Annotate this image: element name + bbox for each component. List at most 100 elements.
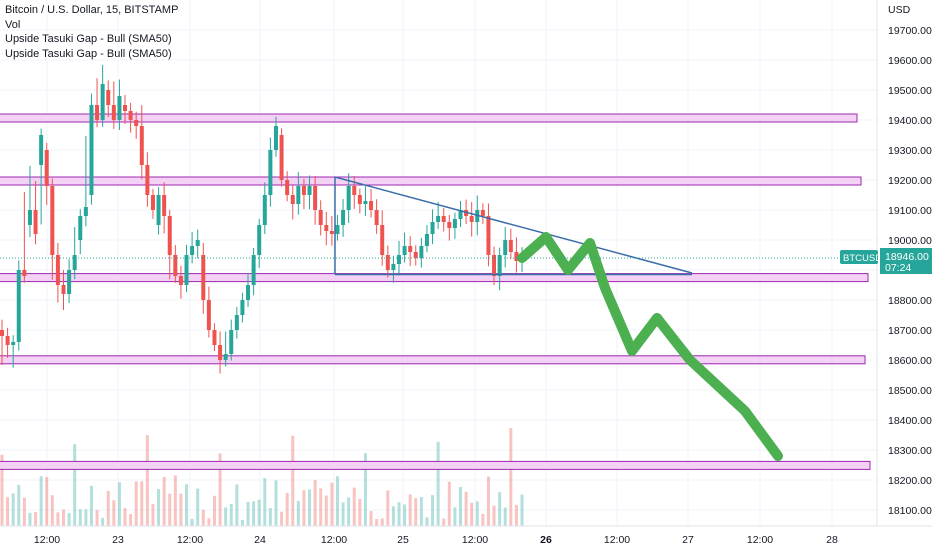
volume-bar bbox=[347, 497, 351, 526]
time-tick: 23 bbox=[112, 534, 124, 546]
support-resistance-zones[interactable] bbox=[0, 113, 871, 470]
legend-indicator-tasuki-1[interactable]: Upside Tasuki Gap - Bull (SMA50) bbox=[5, 33, 172, 45]
volume-bar bbox=[224, 507, 228, 526]
last-price-box bbox=[880, 248, 932, 274]
volume-bar bbox=[419, 497, 423, 526]
zone-rect[interactable] bbox=[0, 460, 871, 470]
volume-bar bbox=[302, 490, 306, 526]
candle-body bbox=[396, 255, 401, 264]
candle-body bbox=[251, 255, 256, 285]
candle-body bbox=[341, 210, 346, 225]
volume-bar bbox=[134, 481, 138, 526]
price-tick: 18200.00 bbox=[888, 475, 932, 487]
zone-rect[interactable] bbox=[0, 113, 858, 123]
candle-body bbox=[436, 216, 441, 222]
candle-body bbox=[424, 234, 429, 246]
descending-triangle[interactable] bbox=[334, 176, 693, 276]
volume-bar bbox=[129, 514, 133, 526]
candle-body bbox=[447, 222, 452, 228]
volume-bar bbox=[84, 509, 88, 526]
volume-bar bbox=[179, 493, 183, 526]
volume-bar bbox=[45, 476, 49, 526]
candle-body bbox=[508, 240, 513, 252]
price-tick: 19000.00 bbox=[888, 235, 932, 247]
candle-body bbox=[167, 216, 172, 255]
candle-body bbox=[27, 210, 32, 225]
volume-bar bbox=[503, 507, 507, 526]
zone-rect[interactable] bbox=[0, 273, 869, 283]
volume-bar bbox=[447, 481, 451, 526]
volume-bar bbox=[369, 510, 373, 526]
candle-body bbox=[357, 195, 362, 204]
candle-body bbox=[201, 255, 206, 300]
candle-body bbox=[173, 255, 178, 276]
volume-bar bbox=[280, 511, 284, 526]
volume-bar bbox=[397, 502, 401, 526]
projection-line[interactable] bbox=[517, 232, 783, 461]
legend-symbol[interactable]: Bitcoin / U.S. Dollar, 15, BITSTAMP bbox=[5, 4, 179, 16]
volume-bar bbox=[319, 488, 323, 526]
volume-bar bbox=[431, 495, 435, 526]
volume-bar bbox=[330, 482, 334, 526]
volume-bar bbox=[391, 506, 395, 526]
volume-bar bbox=[498, 492, 502, 526]
chart-legend: Bitcoin / U.S. Dollar, 15, BITSTAMP Vol … bbox=[5, 3, 178, 61]
candle-body bbox=[117, 96, 122, 120]
candle-body bbox=[363, 201, 368, 204]
candle-body bbox=[268, 150, 273, 195]
volume-bar bbox=[263, 478, 267, 526]
price-axis-currency: USD bbox=[888, 4, 911, 16]
volume-bar bbox=[492, 505, 496, 526]
candle-body bbox=[458, 210, 463, 219]
volume-bar bbox=[268, 507, 272, 526]
last-price-label: BTCUSD 18946.00 07:24 bbox=[840, 248, 932, 274]
volume-bar bbox=[11, 493, 15, 526]
volume-bar bbox=[453, 507, 457, 526]
price-axis[interactable]: USD 19700.00 19600.00 19500.00 19400.00 1930… bbox=[888, 4, 932, 517]
candle-body bbox=[492, 255, 497, 276]
zone-rect[interactable] bbox=[0, 176, 862, 186]
legend-indicator-vol[interactable]: Vol bbox=[5, 18, 21, 31]
volume-bar bbox=[117, 482, 121, 526]
volume-bar bbox=[425, 517, 429, 526]
time-axis[interactable]: 12:00 23 12:00 24 12:00 25 12:00 26 12:00 27 12:00… bbox=[34, 534, 838, 546]
last-price-symbol-box bbox=[840, 250, 878, 264]
time-tick: 12:00 bbox=[177, 534, 203, 546]
volume-bar bbox=[296, 501, 300, 526]
volume-bar bbox=[17, 484, 21, 526]
volume-bar bbox=[363, 453, 367, 526]
time-tick: 12:00 bbox=[604, 534, 630, 546]
volume-bar bbox=[509, 428, 513, 526]
candle-body bbox=[380, 225, 385, 255]
volume-bar bbox=[89, 485, 93, 526]
volume-bar bbox=[308, 489, 312, 526]
candle-body bbox=[413, 252, 418, 258]
volume-bar bbox=[403, 504, 407, 526]
candle-body bbox=[279, 135, 284, 180]
candle-body bbox=[89, 105, 94, 195]
candle-body bbox=[95, 105, 100, 120]
candle-body bbox=[50, 186, 55, 255]
candle-body bbox=[503, 240, 508, 255]
candle-body bbox=[301, 186, 306, 195]
triangle-upper-line[interactable] bbox=[334, 176, 693, 274]
volume-bar bbox=[229, 503, 233, 526]
candle-body bbox=[156, 195, 161, 225]
projection-path[interactable] bbox=[517, 232, 783, 461]
volume-bar bbox=[257, 499, 261, 526]
price-tick: 18500.00 bbox=[888, 385, 932, 397]
zone-rect[interactable] bbox=[0, 355, 866, 365]
volume-bar bbox=[67, 513, 71, 526]
legend-indicator-tasuki-2[interactable]: Upside Tasuki Gap - Bull (SMA50) bbox=[5, 47, 172, 60]
volume-bar bbox=[464, 491, 468, 526]
candle-body bbox=[67, 270, 72, 294]
candle-body bbox=[391, 264, 396, 270]
volume-bar bbox=[274, 480, 278, 526]
last-price-value: 18946.00 bbox=[885, 251, 929, 263]
volume-bars bbox=[0, 428, 524, 526]
candle-body bbox=[16, 270, 21, 342]
candle-body bbox=[123, 105, 128, 111]
candle-body bbox=[335, 225, 340, 234]
volume-bar bbox=[335, 476, 339, 526]
